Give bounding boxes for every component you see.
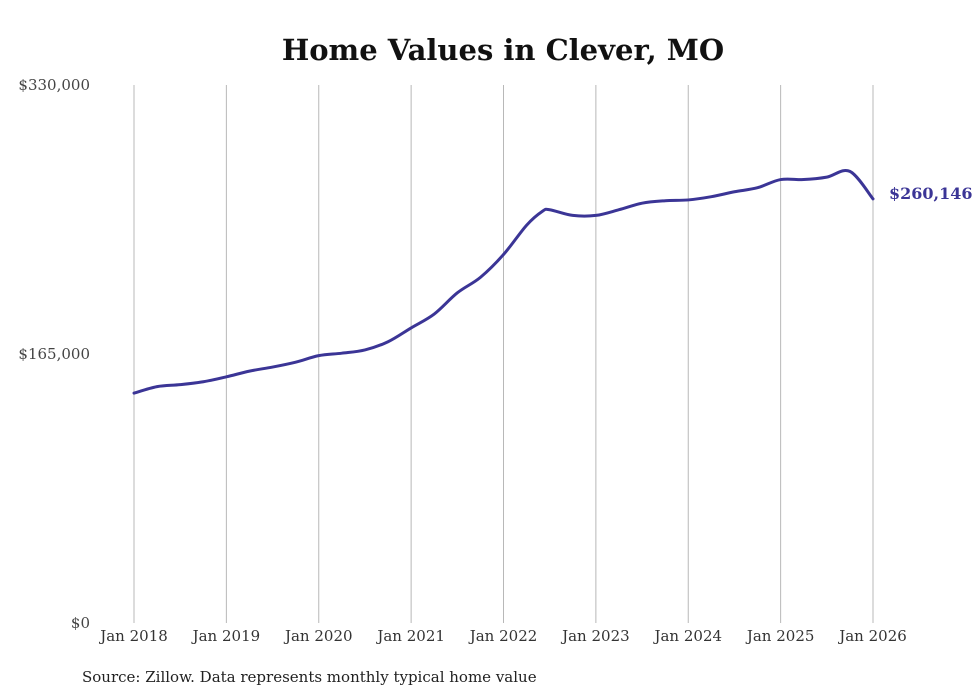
x-tick-label: Jan 2022 — [468, 627, 538, 645]
y-tick-label: $330,000 — [18, 76, 90, 94]
y-tick-label: $0 — [71, 614, 90, 632]
y-tick-label: $165,000 — [18, 345, 90, 363]
x-axis-ticks: Jan 2018 Jan 2019 Jan 2020 Jan 2021 Jan 2022… — [98, 627, 907, 645]
y-axis-ticks: $0 $165,000 $330,000 — [18, 76, 90, 632]
gridlines — [133, 85, 874, 623]
source-note: Source: Zillow. Data represents monthly … — [82, 668, 537, 686]
x-tick-label: Jan 2019 — [191, 627, 261, 645]
x-tick-label: Jan 2024 — [652, 627, 722, 645]
x-tick-label: Jan 2023 — [560, 627, 630, 645]
end-value-label: $260,146 — [889, 184, 973, 203]
x-tick-label: Jan 2018 — [98, 627, 168, 645]
series-line-0 — [132, 169, 875, 395]
x-tick-label: Jan 2026 — [837, 627, 907, 645]
x-tick-label: Jan 2021 — [375, 627, 445, 645]
series-layer: $260,146 — [132, 169, 973, 395]
x-tick-label: Jan 2020 — [283, 627, 353, 645]
chart-title: Home Values in Clever, MO — [282, 33, 724, 67]
x-tick-label: Jan 2025 — [745, 627, 815, 645]
